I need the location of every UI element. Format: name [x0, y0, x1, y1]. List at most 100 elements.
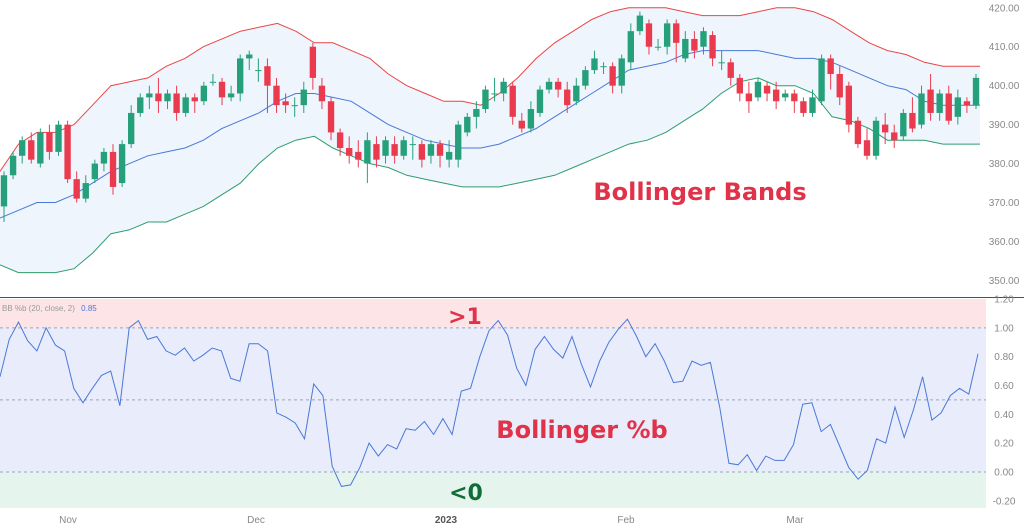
indicator-legend[interactable]: BB %b (20, close, 2) 0.85 [2, 304, 97, 313]
candle [409, 136, 416, 160]
candle [663, 19, 671, 55]
candle [718, 50, 725, 71]
candle [936, 89, 943, 121]
price-tick-label: 350.00 [989, 276, 1020, 287]
candle-body [355, 151, 362, 160]
price-tick-label: 400.00 [989, 81, 1020, 92]
candle-body [891, 132, 898, 141]
indicator-pane: BB %b (20, close, 2) 0.85 >1 Bollinger %… [0, 295, 1016, 508]
candle [182, 93, 189, 117]
percent-b-line [0, 318, 979, 487]
bollinger-band-fill [0, 7, 980, 273]
candle [173, 85, 180, 121]
candle [518, 112, 525, 133]
indicator-tick-label: 0.60 [994, 381, 1014, 392]
candle-body [564, 89, 571, 106]
price-tick-label: 360.00 [989, 237, 1020, 248]
candle-body [109, 151, 117, 187]
candle-body [836, 74, 843, 98]
candle-body [972, 77, 980, 106]
candle [673, 19, 680, 63]
candle [500, 77, 507, 102]
bollinger-lower-line [0, 77, 980, 274]
candle [327, 97, 335, 141]
candle [609, 62, 616, 94]
candle [645, 19, 653, 55]
candle-body [509, 85, 516, 117]
candle [282, 93, 289, 113]
candle [527, 101, 535, 133]
candle-body [827, 58, 834, 74]
candle-body [545, 81, 553, 90]
candle-body [391, 144, 398, 156]
candle-body [173, 93, 180, 113]
candle-body [218, 81, 226, 98]
bollinger-upper-line [0, 7, 980, 172]
candle-body [327, 101, 335, 133]
candle [545, 77, 553, 94]
candle [591, 50, 598, 74]
candle [881, 112, 889, 145]
candle [191, 93, 198, 113]
candle [391, 136, 398, 164]
bollinger-middle-line [0, 50, 980, 219]
candle-body [364, 140, 371, 164]
above-one-annotation: >1 [448, 305, 482, 330]
candle-body [336, 132, 344, 148]
candle [963, 97, 971, 113]
candle [300, 81, 307, 113]
candle [845, 81, 853, 133]
candle-body [409, 144, 416, 146]
candle [891, 124, 898, 148]
candle-body [464, 116, 471, 133]
oversold-zone [0, 471, 986, 508]
candle [791, 89, 798, 113]
candle-body [346, 148, 353, 156]
candle-body [418, 144, 426, 160]
candle-body [155, 93, 162, 102]
candle-body [763, 85, 771, 94]
indicator-tick-label: -0.20 [993, 496, 1016, 507]
candle-body [373, 144, 380, 160]
candle-body [282, 101, 289, 106]
candle [364, 132, 371, 184]
below-zero-annotation: <0 [449, 481, 483, 506]
candle [318, 77, 326, 110]
candle [37, 128, 44, 168]
candle-body [73, 179, 80, 199]
candle-body [382, 140, 389, 156]
candle-body [918, 93, 925, 125]
candle [418, 140, 426, 168]
candle [146, 85, 153, 110]
candle-body [191, 97, 198, 102]
candle [355, 140, 362, 168]
candle [727, 58, 734, 86]
candle [772, 81, 780, 110]
candle [636, 11, 644, 36]
candle-body [527, 109, 535, 129]
candle-body [273, 85, 280, 106]
candle [654, 38, 662, 51]
candle-body [400, 140, 407, 156]
candle [709, 31, 716, 67]
candle-body [536, 89, 544, 113]
time-label-dec: Dec [247, 515, 265, 526]
candle-body [427, 144, 435, 156]
candle [573, 77, 580, 106]
candle [782, 89, 789, 102]
candle [218, 77, 226, 106]
candle-body [854, 120, 862, 145]
time-label-feb: Feb [617, 515, 635, 526]
bollinger-percent-b-annotation: Bollinger %b [496, 416, 667, 444]
candle-body [936, 93, 943, 113]
candle-body [318, 85, 326, 102]
candle-body [491, 93, 498, 95]
candle-body [618, 58, 625, 86]
candle [900, 109, 907, 141]
candle-body [309, 46, 317, 78]
candle [127, 105, 135, 148]
candle-body [818, 58, 825, 102]
price-tick-label: 410.00 [989, 42, 1020, 53]
candle [246, 50, 253, 71]
candle [491, 77, 498, 102]
